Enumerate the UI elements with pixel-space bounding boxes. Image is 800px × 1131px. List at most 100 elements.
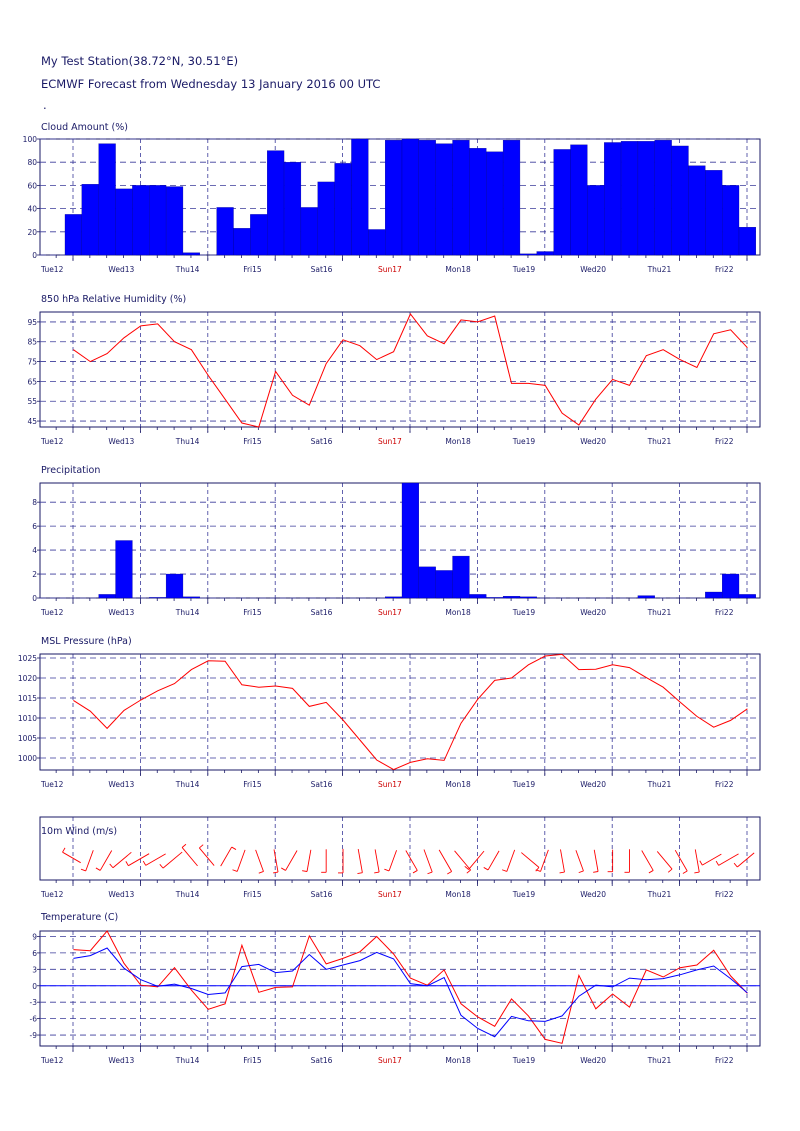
temp-y-label: 0: [32, 982, 37, 991]
cloud-x-label: Fri15: [243, 265, 262, 274]
wind-barb-feather: [199, 844, 204, 849]
cloud-bar: [132, 185, 150, 256]
mslp-x-label: Fri22: [715, 780, 734, 789]
temp-y-label: -3: [30, 998, 38, 1007]
mslp-x-label: Mon18: [445, 780, 471, 789]
precip-bar: [435, 570, 453, 599]
mslp-x-label: Thu21: [647, 780, 672, 789]
precip-x-label: Tue12: [40, 608, 64, 617]
wind-x-label: Tue12: [40, 890, 64, 899]
temp-series-line: [73, 947, 748, 1038]
wind-barb-feather: [258, 871, 264, 874]
cloud-bar: [115, 188, 133, 256]
wind-barb: [641, 850, 654, 871]
rh-y-label: 85: [27, 338, 37, 347]
wind-barb: [99, 850, 113, 871]
header-dot: .: [43, 98, 47, 112]
mslp-panel: MSL Pressure (hPa) Tue12 Wed13 Thu14 Fri15 Sa…: [18, 636, 761, 789]
rh-x-label: Thu14: [175, 437, 200, 446]
wind-barb-feather: [231, 846, 237, 850]
wind-barb: [593, 849, 599, 872]
mslp-x-label: Tue19: [512, 780, 536, 789]
rh-x-label: Wed20: [580, 437, 606, 446]
precip-bar: [738, 594, 757, 599]
precip-bar: [384, 596, 403, 599]
precip-y-label: 2: [32, 570, 37, 579]
wind-barb: [521, 852, 540, 868]
precip-bar: [149, 597, 167, 599]
rh-y-label: 65: [27, 377, 37, 386]
mslp-x-label: Wed13: [108, 780, 134, 789]
wind-barb-feather: [62, 847, 66, 853]
cloud-bar: [671, 145, 689, 256]
wind-barb: [85, 850, 94, 872]
wind-barb: [468, 850, 485, 870]
cloud-bar: [587, 185, 605, 256]
wind-barb: [220, 846, 233, 867]
mslp-title: MSL Pressure (hPa): [41, 636, 132, 647]
cloud-bar: [553, 149, 571, 256]
cloud-x-label: Tue12: [40, 265, 64, 274]
temp-x-label: Thu21: [647, 1056, 672, 1065]
mslp-y-label: 1010: [18, 714, 37, 723]
wind-x-label: Mon18: [445, 890, 471, 899]
wind-barb-feather: [682, 870, 688, 874]
wind-barb-feather: [593, 871, 599, 873]
rh-y-label: 95: [27, 318, 37, 327]
cloud-x-label: Tue19: [512, 265, 536, 274]
rh-y-label: 75: [27, 358, 37, 367]
cloud-bar: [722, 185, 740, 256]
wind-barb: [560, 849, 565, 873]
rh-x-label: Wed13: [108, 437, 134, 446]
cloud-bar: [738, 227, 757, 256]
temp-series-line: [73, 930, 748, 1044]
cloud-x-label: Sat16: [311, 265, 333, 274]
wind-barb-feather: [464, 865, 469, 870]
wind-barb-feather: [535, 867, 540, 872]
temp-x-label: Mon18: [445, 1056, 471, 1065]
wind-barb-feather: [483, 867, 489, 871]
wind-barb-feather: [559, 871, 565, 874]
precip-title: Precipitation: [41, 465, 100, 476]
cloud-bar: [570, 144, 588, 256]
precip-bar: [98, 594, 116, 599]
cloud-bar: [401, 138, 420, 256]
wind-barb: [62, 851, 81, 864]
cloud-bar: [81, 184, 99, 256]
wind-barb: [506, 849, 516, 872]
cloud-bar: [233, 228, 251, 256]
cloud-bar: [604, 142, 622, 256]
wind-barb: [128, 853, 150, 867]
wind-barb-feather: [733, 862, 738, 868]
temp-x-label: Sat16: [311, 1056, 333, 1065]
precip-bar: [182, 596, 200, 599]
wind-barb-feather: [667, 868, 673, 873]
cloud-bar: [418, 140, 436, 256]
cloud-bar: [452, 140, 470, 256]
cloud-bar: [705, 170, 723, 256]
wind-barb: [357, 848, 363, 873]
station-title: My Test Station(38.72°N, 30.51°E): [41, 54, 239, 68]
forecast-subtitle: ECMWF Forecast from Wednesday 13 January…: [41, 77, 381, 91]
temp-x-label: Wed13: [108, 1056, 134, 1065]
cloud-bar: [149, 185, 167, 256]
wind-barb: [702, 853, 722, 866]
wind-barb-feather: [109, 863, 114, 869]
rh-x-label: Sat16: [311, 437, 333, 446]
wind-barb-feather: [281, 867, 286, 871]
precip-y-label: 0: [32, 594, 37, 603]
rh-series-line: [73, 313, 748, 428]
wind-barb-feather: [384, 868, 390, 872]
cloud-bar: [250, 214, 268, 256]
wind-barb-feather: [466, 869, 471, 874]
wind-barb: [694, 849, 700, 873]
precip-x-label: Fri15: [243, 608, 262, 617]
wind-barb: [405, 850, 418, 871]
wind-barb-feather: [447, 871, 452, 875]
wind-barb-feather: [578, 870, 584, 874]
rh-x-label: Fri22: [715, 437, 734, 446]
precip-bar: [401, 482, 420, 599]
wind-barb-feather: [80, 868, 86, 872]
temp-x-label: Wed20: [580, 1056, 606, 1065]
precip-frame: [39, 482, 761, 599]
